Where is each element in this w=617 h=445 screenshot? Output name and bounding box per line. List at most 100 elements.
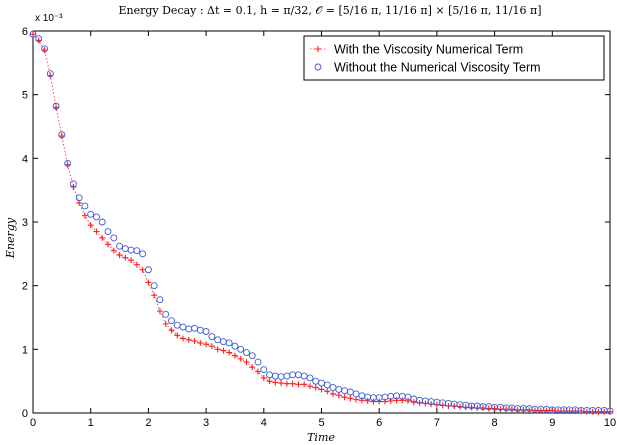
data-point-plus [139, 266, 146, 273]
data-point-plus [81, 212, 88, 219]
data-point-plus [185, 336, 192, 343]
data-point-circle [156, 296, 164, 304]
data-point-circle [81, 202, 89, 210]
y-tick-label: 6 [22, 26, 28, 38]
data-point-plus [405, 397, 412, 404]
data-point-plus [255, 368, 262, 375]
x-tick-label: 3 [203, 417, 209, 429]
data-point-circle [75, 194, 83, 202]
data-point-plus [116, 252, 123, 259]
x-tick-label: 5 [318, 417, 324, 429]
data-point-circle [323, 381, 331, 389]
data-point-plus [306, 383, 313, 390]
y-tick-label: 5 [22, 90, 28, 102]
data-point-plus [278, 380, 285, 387]
data-point-plus [99, 234, 106, 241]
data-point-circle [237, 345, 245, 353]
data-point-circle [41, 45, 48, 53]
data-point-plus [335, 392, 342, 399]
data-point-circle [110, 234, 118, 242]
data-point-circle [162, 310, 170, 318]
legend-label-2: Without the Numerical Viscosity Term [334, 61, 541, 75]
data-point-circle [202, 328, 210, 335]
data-point-plus [180, 335, 187, 342]
data-point-circle [150, 282, 158, 290]
y-tick-label: 3 [22, 217, 28, 229]
data-point-plus [364, 397, 371, 404]
data-point-plus [174, 332, 181, 339]
data-point-circle [98, 218, 106, 226]
x-tick-label: 7 [434, 417, 440, 429]
data-point-circle [231, 342, 239, 350]
legend-label-1: With the Viscosity Numerical Term [334, 43, 523, 57]
data-point-circle [52, 102, 60, 110]
data-point-plus [393, 397, 400, 404]
data-point-plus [226, 349, 233, 356]
data-point-plus [318, 386, 325, 393]
data-point-circle [116, 242, 124, 250]
data-point-circle [243, 349, 250, 356]
data-point-circle [58, 131, 66, 139]
data-point-plus [243, 359, 250, 366]
data-point-circle [606, 407, 614, 415]
data-point-circle [69, 180, 77, 188]
data-point-circle [46, 70, 54, 78]
x-tick-label: 9 [549, 417, 555, 429]
legend-marker-circle [314, 63, 322, 71]
data-point-plus [370, 398, 377, 405]
data-point-circle [104, 228, 112, 236]
data-point-plus [283, 380, 290, 387]
x-tick-label: 2 [145, 417, 151, 429]
data-point-plus [301, 381, 308, 388]
data-point-plus [162, 320, 169, 327]
data-point-circle [254, 358, 262, 366]
data-point-plus [168, 327, 175, 334]
y-axis-label: Energy [4, 217, 17, 259]
data-point-plus [87, 222, 94, 229]
x-tick-label: 6 [376, 417, 382, 429]
data-point-plus [145, 279, 152, 286]
data-point-circle [133, 247, 141, 255]
x-tick-label: 8 [492, 417, 498, 429]
data-point-plus [197, 339, 204, 346]
data-point-plus [353, 396, 360, 403]
data-point-plus [220, 347, 227, 354]
x-tick-label: 0 [30, 417, 36, 429]
data-point-plus [208, 343, 215, 350]
data-point-circle [93, 213, 100, 221]
data-point-plus [312, 384, 319, 391]
data-point-plus [133, 261, 140, 268]
legend-box [303, 35, 605, 81]
data-point-circle [208, 333, 216, 341]
data-point-plus [272, 379, 279, 386]
data-point-plus [214, 346, 221, 353]
chart-title: Energy Decay : Δt = 0.1, h = π/32, 𝒪 = [… [118, 4, 541, 17]
x-tick-label: 4 [261, 417, 267, 429]
y-tick-label: 0 [22, 408, 28, 420]
data-point-plus [191, 338, 198, 345]
data-point-circle [168, 317, 175, 325]
x-axis-label: Time [307, 431, 335, 444]
data-point-plus [231, 352, 238, 359]
data-point-plus [105, 241, 112, 248]
data-point-plus [128, 257, 135, 264]
data-point-circle [139, 250, 147, 258]
y-tick-label: 2 [22, 281, 28, 293]
data-point-plus [93, 228, 100, 235]
data-point-plus [399, 397, 406, 404]
x-tick-label: 1 [88, 417, 94, 429]
data-point-plus [289, 380, 296, 387]
data-point-plus [237, 355, 244, 362]
plot-area: 0 1 2 3 4 5 6 7 8 9 10 0 1 2 3 4 5 6 [22, 26, 616, 429]
data-point-plus [347, 395, 354, 402]
axes-box [32, 30, 611, 414]
y-tick-label: 1 [22, 344, 28, 356]
data-point-plus [122, 254, 129, 261]
data-point-plus [30, 31, 36, 38]
y-axis-multiplier: x 10⁻³ [35, 13, 63, 24]
data-point-plus [151, 292, 158, 299]
data-point-plus [260, 374, 267, 381]
data-point-circle [248, 352, 256, 360]
data-point-plus [381, 398, 388, 405]
